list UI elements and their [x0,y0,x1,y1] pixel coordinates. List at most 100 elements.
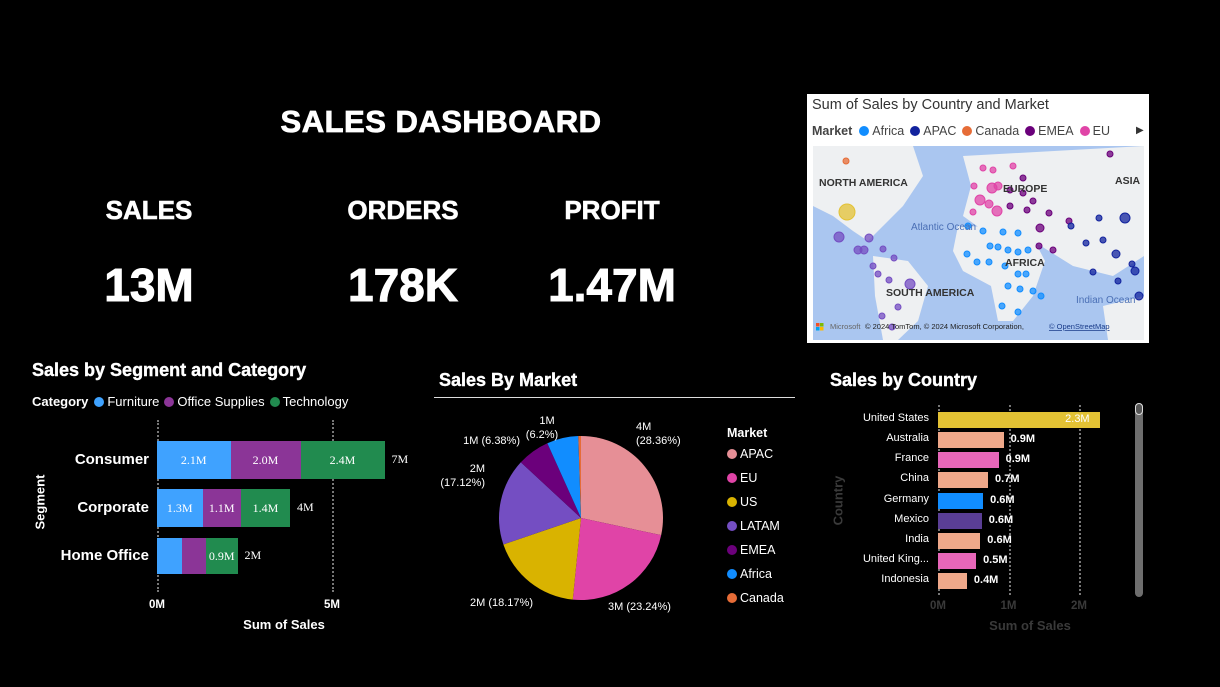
total-label: 2M [244,548,262,562]
data-label: 0.6M [987,534,1012,546]
bar-segment[interactable] [157,538,182,574]
map-bubble [1014,248,1022,256]
data-label: 0.4M [973,574,999,586]
pie-slice-canada [578,436,581,518]
x-tick-label: 0M [149,599,165,611]
map-bubble [963,250,971,258]
legend-item: EU [1092,124,1110,138]
map-bubble [1001,262,1009,270]
map-bubble [1035,223,1045,233]
total-label: 4M [297,500,314,514]
legend-label: LATAM [740,519,780,533]
bar-segment[interactable]: 1.1M [202,489,241,527]
country-label: Australia [886,432,929,444]
segment-legend: Category Furniture Office Supplies Techn… [32,394,348,409]
pie-data-label: (6.2%) [526,429,558,441]
bar-segment[interactable]: 2.0M [230,441,301,479]
segment-label: Consumer [74,451,149,468]
pie-data-label: (28.36%) [636,435,681,447]
scrollbar-thumb[interactable] [1135,403,1143,415]
map-bubble [984,199,994,209]
country-bar[interactable] [938,472,989,488]
map-bubble [1119,212,1131,224]
map-bubble [1045,209,1053,217]
bar-segment[interactable]: 1.3M [157,489,203,527]
map-bubble [1019,189,1027,197]
legend-item-africa[interactable]: Africa [727,567,772,581]
label-atlantic: Atlantic Ocean [911,222,976,233]
map-bubble [991,205,1003,217]
map-bubble [1111,249,1121,259]
map-bubble [1099,236,1107,244]
map-bubble [859,245,869,255]
map-visual[interactable]: Sum of Sales by Country and Market Marke… [807,94,1149,343]
bar-segment[interactable] [181,538,206,574]
map-bubble [904,278,916,290]
land-africa [953,226,1045,321]
map-bubble [999,228,1007,236]
country-bar[interactable] [938,533,981,549]
pie-data-label: 1M [539,415,554,427]
legend-dot [1025,126,1036,136]
map-bubble [979,227,987,235]
country-axis-title: Country [830,475,846,526]
map-bubble [1004,246,1012,254]
legend-item-canada[interactable]: Canada [727,591,784,605]
bar-segment[interactable]: 2.1M [157,441,231,479]
country-bar[interactable] [938,553,977,569]
map-bubble [890,254,898,262]
bar-segment[interactable]: 2.4M [300,441,385,479]
legend-next-arrow-icon[interactable]: ▶ [1136,125,1144,136]
legend-item-us[interactable]: US [727,495,757,509]
map-bubble [1023,206,1031,214]
map-bubble [878,312,886,320]
scrollbar[interactable] [1135,403,1143,597]
legend-dot [859,126,870,136]
country-bar[interactable] [938,432,1004,448]
map-bubble [1029,197,1037,205]
bar-segment[interactable]: 1.4M [241,489,290,527]
legend-item-emea[interactable]: EMEA [727,543,775,557]
country-bar[interactable] [938,493,984,509]
legend-label: Africa [740,567,772,581]
legend-item-eu[interactable]: EU [727,471,757,485]
map-bubble [1049,246,1057,254]
legend-item: Furniture [107,394,160,409]
map-bubble [993,181,1003,191]
legend-item-latam[interactable]: LATAM [727,519,780,533]
country-label: India [905,533,929,545]
dashboard-title: SALES DASHBOARD [280,104,602,140]
land-australia [1103,296,1144,340]
map-bubble [1016,285,1024,293]
gridline [332,420,334,592]
country-bar[interactable] [938,452,999,468]
map-bubble [1014,308,1022,316]
map-bubble [998,302,1006,310]
legend-item-apac[interactable]: APAC [727,447,773,461]
map-bubble [1095,214,1103,222]
map-bubble [838,203,856,221]
map-bubble [986,242,994,250]
label-south-america: SOUTH AMERICA [886,287,975,299]
legend-title: Category [32,394,89,409]
microsoft-logo: Microsoft [830,322,861,331]
map-bubble [833,231,845,243]
map-bubble [879,245,887,253]
segment-x-axis-title: Sum of Sales [243,617,325,632]
map-bubble [1114,277,1122,285]
legend-dot [1079,126,1090,136]
country-bar[interactable] [938,513,982,529]
country-bar[interactable] [938,573,967,589]
map-bubble [970,182,978,190]
country-x-axis-title: Sum of Sales [989,618,1071,633]
pie-slice-us [503,518,581,600]
osm-link[interactable]: © OpenStreetMap [1049,322,1110,331]
pie-slice-africa [547,436,581,518]
country-bar[interactable] [938,412,1101,428]
map-bubble [985,258,993,266]
map-bubble [1130,266,1140,276]
map-bubble [979,164,987,172]
label-asia: ASIA [1115,175,1141,187]
map-canvas[interactable]: NORTH AMERICA EUROPE ASIA AFRICA SOUTH A… [813,146,1144,340]
bar-segment[interactable]: 0.9M [206,538,238,574]
